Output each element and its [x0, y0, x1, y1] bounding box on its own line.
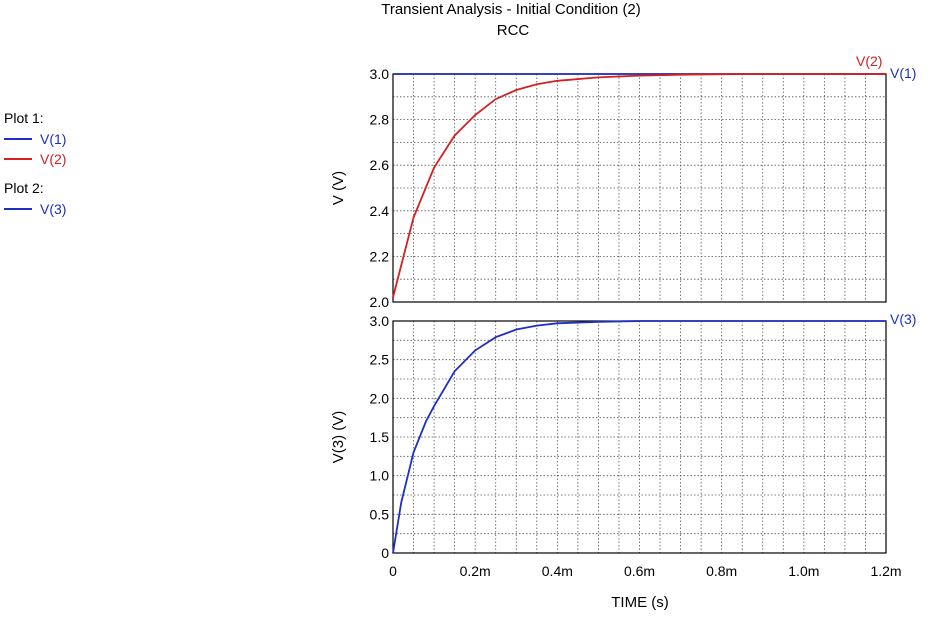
- y-tick-label: 1.5: [370, 429, 390, 445]
- plot-1: 2.0 2.2 2.4 2.6 2.8 3.0 V (V) V(2) V(1): [330, 53, 916, 310]
- legend-entry: V(3): [4, 201, 66, 217]
- y-tick-label: 2.5: [370, 352, 390, 368]
- legend-entry: V(1): [4, 131, 66, 147]
- series-end-label: V(1): [890, 65, 916, 81]
- x-axis-label: TIME (s): [611, 594, 669, 611]
- x-tick-label: 1.2m: [870, 563, 901, 579]
- y-tick-label: 2.4: [370, 203, 390, 219]
- legend-group-title: Plot 2:: [4, 180, 44, 196]
- legend-label: V(1): [40, 131, 67, 147]
- chart-subtitle: RCC: [497, 22, 530, 39]
- y-tick-label: 1.0: [370, 468, 390, 484]
- grid: [393, 321, 886, 553]
- y-tick-label: 2.2: [370, 248, 390, 264]
- x-tick-label: 0: [389, 563, 397, 579]
- y-tick-label: 0: [381, 545, 389, 561]
- plot-2: 0 0.5 1.0 1.5 2.0 2.5 3.0 V(3) (V) 0 0.2m 0.4m 0.6m…: [330, 311, 916, 611]
- y-tick-label: 0.5: [370, 506, 390, 522]
- y-tick-label: 3.0: [370, 66, 390, 82]
- y-tick-label: 2.0: [370, 294, 390, 310]
- series-line-v2: [392, 73, 886, 298]
- legend-swatch: [4, 138, 32, 140]
- y-tick-label: 2.8: [370, 112, 390, 128]
- y-tick-label: 2.0: [370, 390, 390, 406]
- legend-entry: V(2): [4, 151, 66, 167]
- series-end-label: V(3): [890, 311, 916, 327]
- y-tick-label: 3.0: [370, 313, 390, 329]
- series-end-label: V(2): [856, 53, 882, 69]
- x-tick-label: 1.0m: [788, 563, 819, 579]
- grid: [393, 74, 886, 302]
- y-tick-label: 2.6: [370, 157, 390, 173]
- chart-title: Transient Analysis - Initial Condition (…: [381, 1, 641, 18]
- legend-label: V(2): [40, 151, 67, 167]
- legend-swatch: [4, 158, 32, 160]
- legend-group-title: Plot 1:: [4, 110, 44, 126]
- x-tick-label: 0.2m: [460, 563, 491, 579]
- x-tick-label: 0.8m: [706, 563, 737, 579]
- x-tick-label: 0.4m: [542, 563, 573, 579]
- legend-label: V(3): [40, 201, 67, 217]
- x-tick-label: 0.6m: [624, 563, 655, 579]
- y-axis-label: V (V): [330, 171, 347, 205]
- series-line-v3: [392, 320, 886, 554]
- y-axis-label: V(3) (V): [330, 411, 347, 464]
- legend-swatch: [4, 208, 32, 210]
- plots: 2.0 2.2 2.4 2.6 2.8 3.0 V (V) V(2) V(1) 0 0.5 1.0 1.…: [330, 53, 916, 611]
